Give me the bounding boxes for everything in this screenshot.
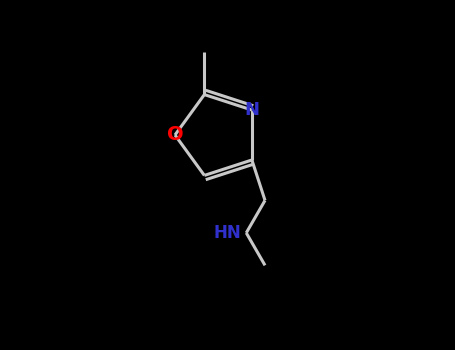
Text: N: N bbox=[244, 101, 259, 119]
Text: O: O bbox=[167, 126, 183, 145]
Text: HN: HN bbox=[213, 224, 241, 242]
